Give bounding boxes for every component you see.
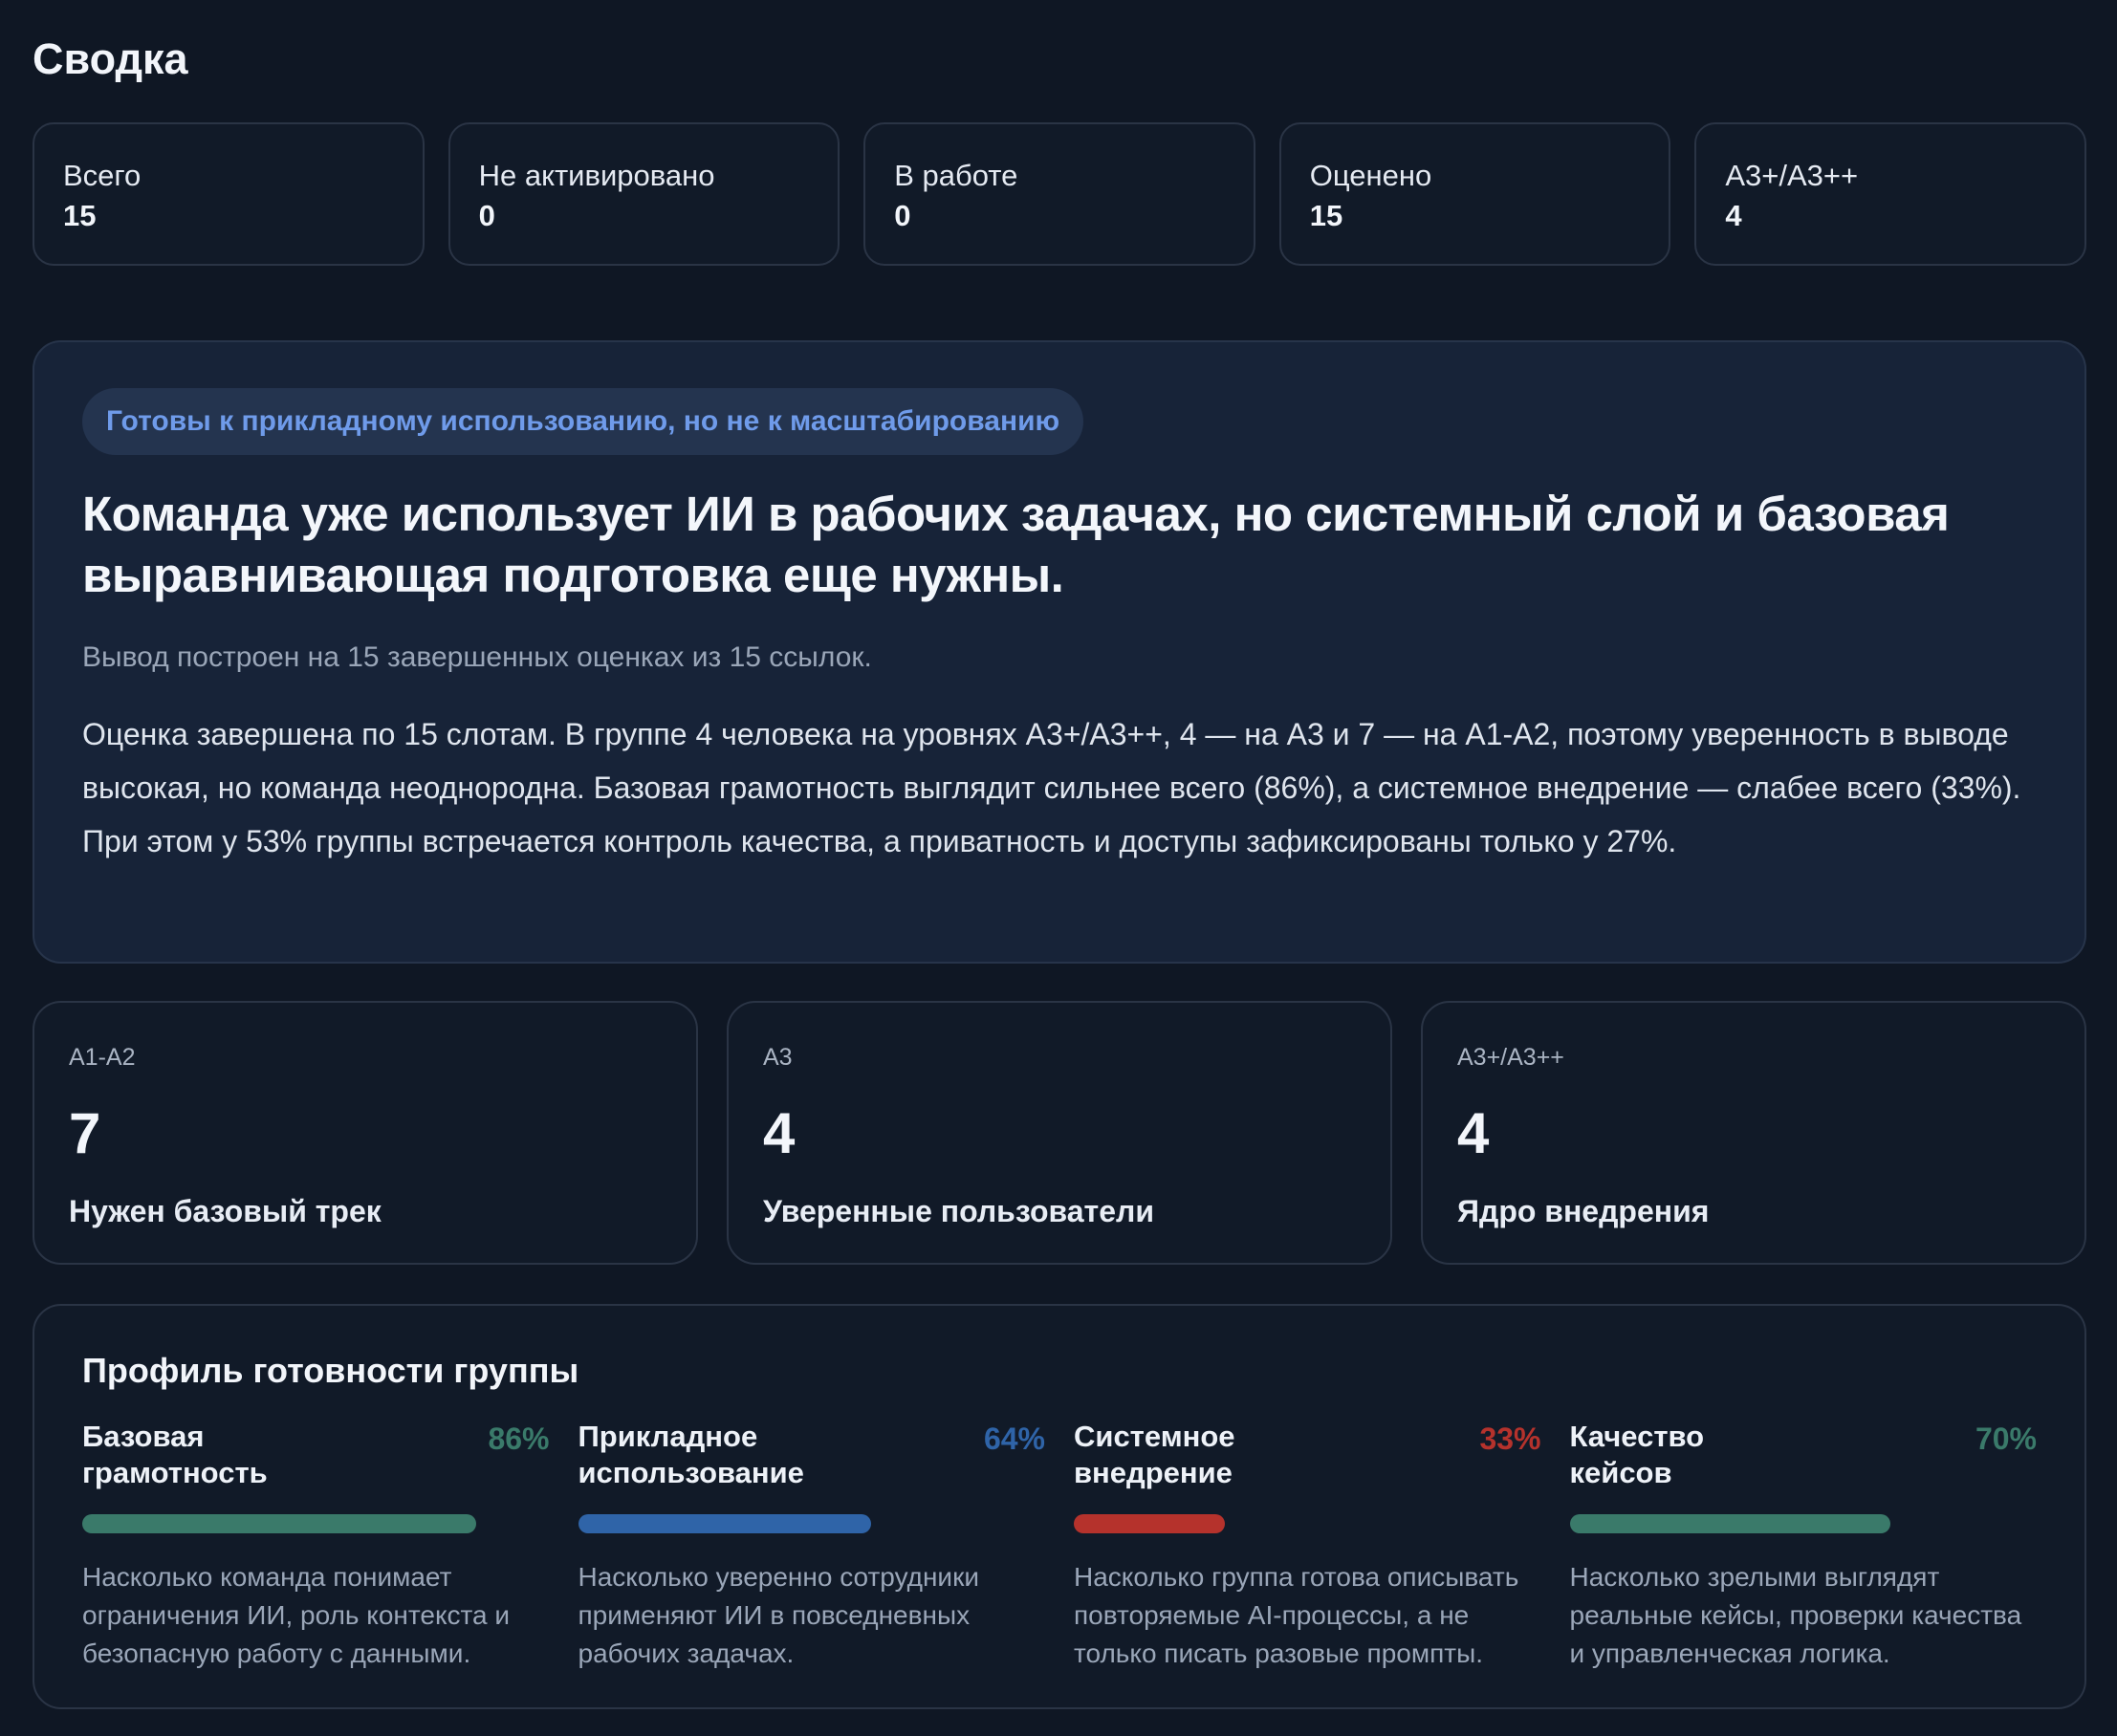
- verdict-panel: Готовы к прикладному использованию, но н…: [33, 340, 2086, 964]
- page-title: Сводка: [33, 34, 188, 83]
- readiness-profile: Профиль готовности группы Базовая грамот…: [33, 1304, 2086, 1709]
- metric-system-adoption: Системное внедрение 33% Насколько группа…: [1074, 1419, 1541, 1673]
- stat-value: 4: [1725, 199, 1742, 232]
- progress-bar-fill: [82, 1514, 477, 1533]
- stat-value: 15: [63, 199, 97, 232]
- stat-value: 15: [1309, 199, 1343, 232]
- stat-label: A3+/A3++: [1725, 159, 1859, 192]
- level-code: A3+/A3++: [1457, 1044, 1564, 1071]
- progress-bar-fill: [1074, 1514, 1226, 1533]
- metric-description: Насколько уверенно сотрудники применяют …: [578, 1562, 979, 1668]
- verdict-body: Оценка завершена по 15 слотам. В группе …: [82, 717, 2021, 858]
- metrics-row: Базовая грамотность 86% Насколько команд…: [82, 1419, 2037, 1673]
- level-card-a3: A3 4 Уверенные пользователи: [727, 1001, 1392, 1265]
- metric-description: Насколько команда понимает ограничения И…: [82, 1562, 511, 1668]
- progress-bar: [1074, 1514, 1541, 1533]
- level-caption: Уверенные пользователи: [763, 1194, 1154, 1228]
- metric-percent: 86%: [488, 1421, 550, 1456]
- readiness-badge: Готовы к прикладному использованию, но н…: [82, 388, 1084, 455]
- metric-name: Качество кейсов: [1569, 1420, 1705, 1489]
- metric-basic-literacy: Базовая грамотность 86% Насколько команд…: [82, 1419, 550, 1673]
- metric-percent: 70%: [1975, 1421, 2037, 1456]
- metric-percent: 64%: [983, 1421, 1045, 1456]
- progress-bar: [82, 1514, 550, 1533]
- stat-card-total: Всего 15: [33, 122, 425, 266]
- summary-stats: Всего 15 Не активировано 0 В работе 0 Оц…: [33, 122, 2086, 266]
- metric-description: Насколько группа готова описывать повтор…: [1074, 1562, 1519, 1668]
- level-count: 7: [69, 1101, 101, 1165]
- stat-card-evaluated: Оценено 15: [1278, 122, 1671, 266]
- stat-card-a3-plus: A3+/A3++ 4: [1694, 122, 2086, 266]
- level-caption: Ядро внедрения: [1457, 1194, 1710, 1228]
- level-count: 4: [763, 1101, 796, 1165]
- progress-bar: [1569, 1514, 2038, 1533]
- metric-name: Системное внедрение: [1074, 1420, 1235, 1489]
- stat-value: 0: [894, 199, 911, 232]
- progress-bar-fill: [578, 1514, 872, 1533]
- level-count: 4: [1457, 1101, 1490, 1165]
- progress-bar-fill: [1569, 1514, 1890, 1533]
- level-card-a1-a2: A1-A2 7 Нужен базовый трек: [33, 1001, 698, 1265]
- stat-card-not-activated: Не активировано 0: [447, 122, 840, 266]
- stat-value: 0: [478, 199, 495, 232]
- stat-label: Всего: [63, 159, 142, 192]
- profile-title: Профиль готовности группы: [82, 1351, 579, 1390]
- progress-bar: [578, 1514, 1046, 1533]
- metric-case-quality: Качество кейсов 70% Насколько зрелыми вы…: [1569, 1419, 2038, 1673]
- level-caption: Нужен базовый трек: [69, 1194, 382, 1228]
- level-cards: A1-A2 7 Нужен базовый трек A3 4 Уверенны…: [33, 1001, 2086, 1265]
- level-code: A1-A2: [69, 1044, 136, 1071]
- verdict-title: Команда уже использует ИИ в рабочих зада…: [82, 487, 1950, 602]
- stat-label: В работе: [894, 159, 1018, 192]
- stat-label: Не активировано: [478, 159, 715, 192]
- level-card-a3-plus: A3+/A3++ 4 Ядро внедрения: [1421, 1001, 2086, 1265]
- level-code: A3: [763, 1044, 793, 1071]
- metric-name: Прикладное использование: [578, 1420, 804, 1489]
- metric-applied-use: Прикладное использование 64% Насколько у…: [578, 1419, 1046, 1673]
- stat-card-in-progress: В работе 0: [863, 122, 1255, 266]
- metric-description: Насколько зрелыми выглядят реальные кейс…: [1569, 1562, 2022, 1668]
- metric-percent: 33%: [1479, 1421, 1541, 1456]
- verdict-subtitle: Вывод построен на 15 завершенных оценках…: [82, 641, 872, 673]
- stat-label: Оценено: [1309, 159, 1432, 192]
- metric-name: Базовая грамотность: [82, 1420, 268, 1489]
